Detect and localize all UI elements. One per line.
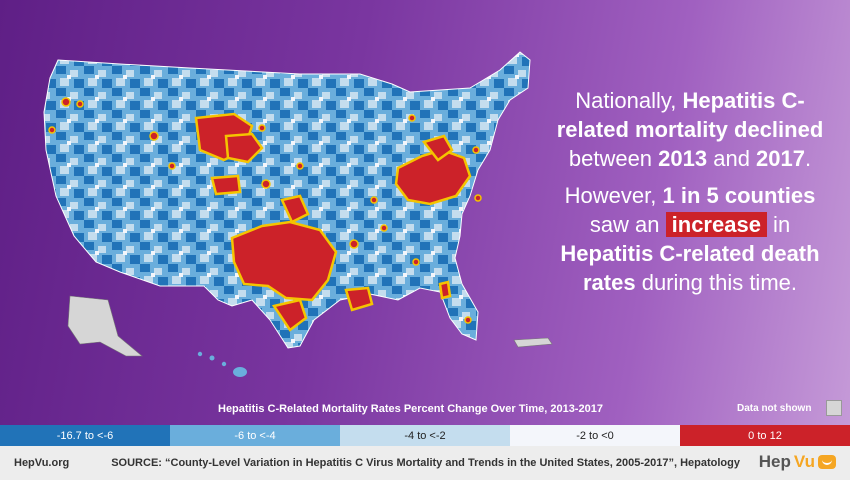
speech-bubble-icon (818, 455, 836, 469)
headline-paragraph-2: However, 1 in 5 counties saw an increase… (560, 183, 820, 295)
hepvu-logo: Hep Vu (759, 452, 836, 472)
data-not-shown-label: Data not shown (737, 403, 812, 414)
footer: HepVu.org SOURCE: “County-Level Variatio… (0, 446, 850, 480)
legend-bin-3: -4 to <-2 (340, 425, 510, 446)
alaska (67, 295, 143, 357)
hawaii (197, 351, 247, 377)
legend-bin-5: 0 to 12 (680, 425, 850, 446)
headline-text: Nationally, Hepatitis C-related mortalit… (545, 86, 835, 297)
headline-paragraph-1: Nationally, Hepatitis C-related mortalit… (556, 88, 824, 171)
source-citation: SOURCE: “County-Level Variation in Hepat… (111, 457, 740, 469)
legend-title: Hepatitis C-Related Mortality Rates Perc… (218, 403, 603, 415)
increase-regions (194, 112, 472, 332)
legend-bin-2: -6 to <-4 (170, 425, 340, 446)
increase-highlight: increase (665, 212, 767, 237)
legend-bins: -16.7 to <-6 -6 to <-4 -4 to <-2 -2 to <… (0, 425, 850, 446)
puerto-rico (513, 337, 553, 348)
increase-dots (48, 97, 482, 324)
legend-bin-1: -16.7 to <-6 (0, 425, 170, 446)
data-not-shown-swatch (826, 400, 842, 416)
us-county-map (43, 51, 553, 377)
site-link[interactable]: HepVu.org (14, 457, 70, 469)
legend-bin-4: -2 to <0 (510, 425, 680, 446)
